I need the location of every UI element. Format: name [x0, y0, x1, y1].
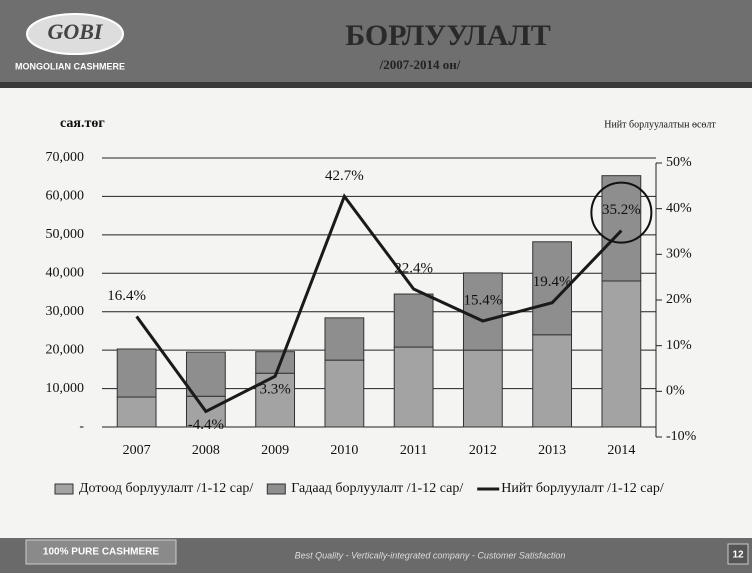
footer-left: 100% PURE CASHMERE — [43, 547, 159, 558]
header-title: БОРЛУУЛАЛТ — [345, 19, 551, 52]
bar-segment — [324, 359, 365, 428]
x-tick-label: 2010 — [330, 443, 358, 458]
x-tick-label: 2013 — [538, 443, 566, 458]
x-tick-label: 2009 — [261, 443, 289, 458]
legend-label: Нийт борлуулалт /1-12 сар/ — [501, 481, 664, 496]
x-tick-label: 2014 — [607, 443, 635, 458]
page-number: 12 — [732, 550, 744, 561]
y-tick-label: 70,000 — [46, 150, 85, 165]
data-label: 35.2% — [602, 202, 641, 218]
bar-segment — [185, 395, 226, 428]
y2-tick-label: 30% — [666, 247, 692, 262]
y2-axis-title: Нийт борлуулалтын өсөлт — [604, 119, 716, 130]
data-label: -4.4% — [188, 417, 224, 433]
y-tick-label: - — [79, 419, 84, 434]
x-tick-label: 2011 — [400, 443, 427, 458]
bar-segment — [185, 351, 226, 397]
header-subtitle: /2007-2014 он/ — [379, 57, 461, 72]
y-tick-label: 30,000 — [46, 304, 85, 319]
y2-tick-label: 20% — [666, 292, 692, 307]
y-tick-label: 20,000 — [46, 342, 85, 357]
x-tick-label: 2007 — [123, 443, 151, 458]
y-tick-label: 40,000 — [46, 266, 85, 281]
page-box — [727, 543, 749, 565]
bar-segment — [393, 346, 434, 428]
bar-segment — [462, 272, 503, 351]
y2-tick-label: 10% — [666, 338, 692, 353]
y-axis-title: сая.төг — [60, 116, 105, 131]
legend-swatch — [266, 483, 286, 495]
legend-label: Дотоод борлуулалт /1-12 сар/ — [79, 481, 253, 496]
x-tick-label: 2008 — [192, 443, 220, 458]
footer-center: Best Quality - Vertically-integrated com… — [295, 550, 566, 560]
data-label: 19.4% — [533, 274, 572, 290]
data-label: 15.4% — [464, 292, 503, 308]
plot: - 10,000 20,000 30,000 40,000 50,000 60,000 70,… — [46, 150, 697, 496]
y-tick-label: 50,000 — [46, 227, 85, 242]
bar-segment — [601, 280, 642, 428]
data-label: 42.7% — [325, 168, 364, 184]
x-tick-label: 2012 — [469, 443, 497, 458]
legend-label: Гадаад борлуулалт /1-12 сар/ — [291, 481, 463, 496]
brand: MONGOLIAN CASHMERE — [15, 61, 125, 71]
bar-segment — [462, 349, 503, 428]
y2-tick-label: 50% — [666, 155, 692, 170]
highlight-circle — [590, 181, 653, 244]
legend-swatch — [54, 483, 74, 495]
data-label: 16.4% — [107, 288, 146, 304]
y2-tick-label: 40% — [666, 201, 692, 216]
logo-oval — [26, 13, 124, 55]
data-label: 22.4% — [394, 260, 433, 276]
growth-line — [135, 193, 623, 414]
header-rule — [0, 82, 752, 88]
header-band — [0, 0, 752, 82]
y2-tick-label: 0% — [666, 384, 685, 399]
bar-segment — [532, 241, 573, 336]
data-label: 3.3% — [260, 382, 291, 398]
bar-segment — [116, 396, 157, 428]
bar-segment — [324, 317, 365, 361]
footer-badge — [25, 539, 177, 565]
bar-segment — [255, 351, 296, 374]
logo: GOBI — [47, 19, 103, 44]
y2-tick-label: -10% — [666, 429, 697, 444]
y-tick-label: 60,000 — [46, 189, 85, 204]
bar-segment — [601, 175, 642, 282]
bar-segment — [393, 293, 434, 348]
y-tick-label: 10,000 — [46, 381, 85, 396]
bar-segment — [116, 348, 157, 398]
bar-segment — [532, 334, 573, 428]
